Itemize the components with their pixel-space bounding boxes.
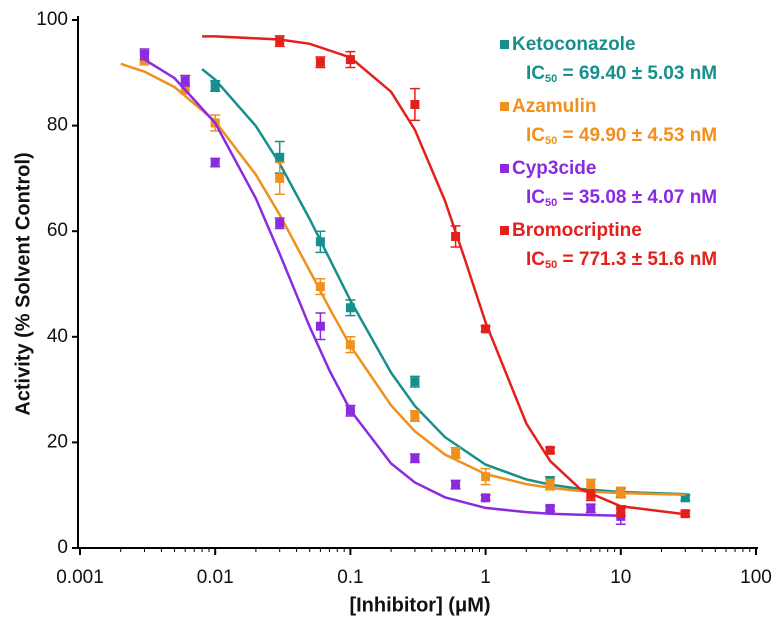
x-tick-label: 100	[740, 567, 772, 588]
legend-ic50: IC50 = 35.08 ± 4.07 nM	[526, 187, 717, 209]
data-point	[275, 36, 285, 46]
legend-label: Azamulin	[512, 96, 596, 117]
ic50-label: IC	[526, 63, 545, 84]
data-point	[180, 76, 190, 86]
x-tick-label: 0.1	[337, 567, 363, 588]
legend-swatch	[500, 40, 509, 49]
ic50-subscript: 50	[545, 73, 557, 85]
data-point	[315, 282, 325, 292]
ic50-value: = 35.08 ± 4.07 nM	[557, 187, 717, 208]
y-tick-label: 80	[47, 115, 68, 136]
x-tick-label: 0.001	[56, 567, 104, 588]
ic50-value: = 771.3 ± 51.6 nM	[557, 249, 717, 270]
y-tick-label: 40	[47, 326, 68, 347]
legend-ic50: IC50 = 771.3 ± 51.6 nM	[526, 249, 717, 271]
data-point	[275, 152, 285, 162]
data-point	[586, 490, 596, 500]
data-point	[481, 472, 491, 482]
x-tick-label: 0.01	[197, 567, 234, 588]
data-point	[410, 453, 420, 463]
fit-curve	[143, 58, 621, 518]
legend-swatch	[500, 164, 509, 173]
legend-label: Ketoconazole	[512, 34, 636, 55]
data-point	[275, 218, 285, 228]
data-point	[315, 321, 325, 331]
data-point	[451, 480, 461, 490]
ic50-value: = 49.90 ± 4.53 nM	[557, 125, 717, 146]
legend-ic50: IC50 = 69.40 ± 5.03 nM	[526, 63, 717, 85]
data-point	[275, 173, 285, 183]
ic50-label: IC	[526, 187, 545, 208]
data-point	[545, 445, 555, 455]
ic50-label: IC	[526, 249, 545, 270]
data-point	[410, 377, 420, 387]
ic50-subscript: 50	[545, 197, 557, 209]
data-point	[345, 303, 355, 313]
data-point	[586, 503, 596, 513]
data-point	[315, 237, 325, 247]
fit-curve	[202, 35, 686, 516]
y-axis-title: Activity (% Solvent Control)	[12, 152, 34, 415]
data-point	[210, 158, 220, 168]
legend-label: Bromocriptine	[512, 220, 642, 241]
data-point	[481, 324, 491, 334]
data-point	[315, 57, 325, 67]
legend-label: Cyp3cide	[512, 158, 596, 179]
y-tick-label: 100	[36, 9, 68, 30]
x-tick-label: 10	[610, 567, 631, 588]
fit-curve	[201, 68, 686, 496]
data-point	[345, 406, 355, 416]
data-point	[345, 55, 355, 65]
data-point	[545, 480, 555, 490]
y-tick-label: 20	[47, 431, 68, 452]
data-point	[680, 509, 690, 519]
data-point	[451, 231, 461, 241]
data-point	[586, 480, 596, 490]
x-tick-label: 1	[480, 567, 491, 588]
y-tick-label: 60	[47, 220, 68, 241]
data-point	[210, 81, 220, 91]
data-point	[545, 503, 555, 513]
data-point	[451, 448, 461, 458]
data-point	[616, 488, 626, 498]
data-point	[481, 493, 491, 503]
legend-swatch	[500, 102, 509, 111]
data-point	[680, 493, 690, 503]
data-point	[345, 340, 355, 350]
data-point	[140, 49, 150, 59]
data-point	[410, 99, 420, 109]
data-point	[410, 411, 420, 421]
legend-ic50: IC50 = 49.90 ± 4.53 nM	[526, 125, 717, 147]
y-tick-label: 0	[57, 537, 68, 558]
ic50-subscript: 50	[545, 259, 557, 271]
legend-swatch	[500, 226, 509, 235]
data-point	[616, 506, 626, 516]
ic50-subscript: 50	[545, 135, 557, 147]
ic50-label: IC	[526, 125, 545, 146]
x-axis-title: [Inhibitor] (μM)	[349, 594, 490, 616]
ic50-value: = 69.40 ± 5.03 nM	[557, 63, 717, 84]
